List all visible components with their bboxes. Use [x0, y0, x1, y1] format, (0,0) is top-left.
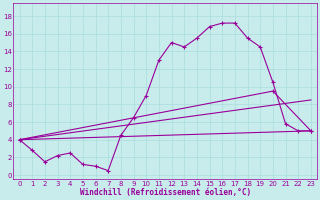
X-axis label: Windchill (Refroidissement éolien,°C): Windchill (Refroidissement éolien,°C)	[80, 188, 251, 197]
